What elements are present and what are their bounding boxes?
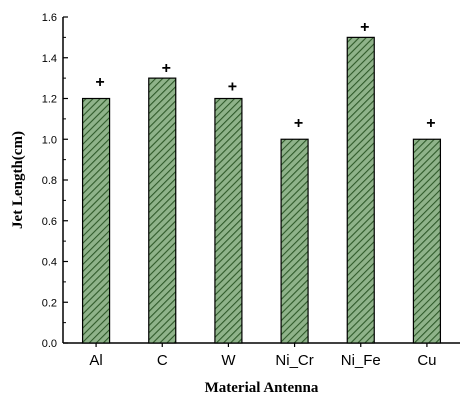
x-tick-label: Cu bbox=[417, 352, 436, 369]
plus-marker: + bbox=[228, 78, 237, 95]
bar-ni-cr bbox=[280, 138, 309, 344]
bars bbox=[81, 36, 442, 344]
y-tick-label: 0.6 bbox=[42, 216, 57, 228]
x-tick-label: Ni_Cr bbox=[275, 352, 313, 369]
x-tick-label: C bbox=[157, 352, 168, 369]
markers: + + + + + + bbox=[95, 19, 435, 132]
y-axis: 0.0 0.2 0.4 0.6 0.8 1.0 1.2 1.4 1.6 bbox=[42, 12, 68, 350]
bar-w bbox=[214, 97, 243, 344]
plus-marker: + bbox=[95, 74, 104, 91]
x-tick-label: Ni_Fe bbox=[341, 352, 381, 369]
plus-marker: + bbox=[426, 115, 435, 132]
bar-c bbox=[148, 77, 177, 344]
y-tick-label: 0.0 bbox=[42, 338, 57, 350]
x-axis-title: Material Antenna bbox=[205, 380, 319, 396]
plus-marker: + bbox=[162, 60, 171, 77]
bar-al bbox=[81, 97, 111, 344]
bar-cu bbox=[412, 138, 442, 344]
x-tick-label: Al bbox=[89, 352, 102, 369]
x-axis: Al C W Ni_Cr Ni_Fe Cu bbox=[63, 342, 460, 369]
y-tick-label: 1.6 bbox=[42, 12, 57, 24]
plus-marker: + bbox=[360, 19, 369, 36]
y-axis-title: Jet Length(cm) bbox=[10, 131, 26, 229]
y-tick-label: 0.4 bbox=[42, 257, 57, 269]
y-tick-label: 1.4 bbox=[42, 53, 57, 65]
bar-ni-fe bbox=[346, 36, 375, 344]
y-tick-label: 0.2 bbox=[42, 297, 57, 309]
plus-marker: + bbox=[294, 115, 303, 132]
y-tick-label: 1.0 bbox=[42, 134, 57, 146]
y-tick-label: 0.8 bbox=[42, 175, 57, 187]
y-tick-label: 1.2 bbox=[42, 94, 57, 106]
x-tick-label: W bbox=[221, 352, 236, 369]
